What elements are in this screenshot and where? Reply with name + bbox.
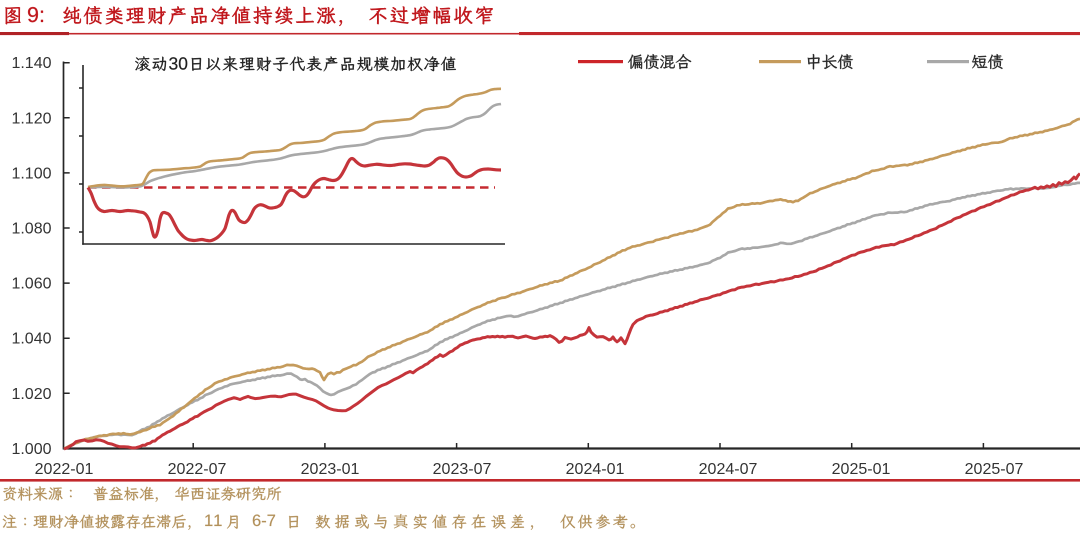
svg-text:2024-01: 2024-01 (566, 461, 625, 478)
svg-text:1.060: 1.060 (11, 276, 51, 293)
svg-text:2022-01: 2022-01 (35, 461, 94, 478)
svg-text:2023-01: 2023-01 (301, 461, 360, 478)
svg-text:1.020: 1.020 (11, 386, 51, 403)
svg-text:1.120: 1.120 (11, 110, 51, 127)
svg-text:2025-01: 2025-01 (832, 461, 891, 478)
svg-text:2024-07: 2024-07 (699, 461, 758, 478)
svg-text:1.080: 1.080 (11, 221, 51, 238)
svg-text:2025-07: 2025-07 (965, 461, 1024, 478)
svg-text:1.000: 1.000 (11, 441, 51, 458)
svg-text:2023-07: 2023-07 (433, 461, 492, 478)
svg-text:1.140: 1.140 (11, 55, 51, 72)
svg-text:1.040: 1.040 (11, 331, 51, 348)
svg-text:1.100: 1.100 (11, 165, 51, 182)
svg-text:2022-07: 2022-07 (168, 461, 227, 478)
